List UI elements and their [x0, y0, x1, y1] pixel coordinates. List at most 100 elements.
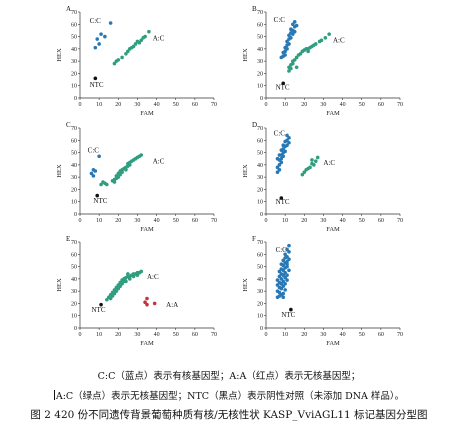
x-tick-label: 30 — [320, 332, 326, 338]
data-point-blue — [285, 43, 289, 47]
y-tick-label: 30 — [257, 59, 263, 65]
data-point-blue — [287, 37, 291, 41]
data-point-blue — [279, 148, 284, 152]
data-point-blue — [277, 274, 282, 279]
data-point-black — [289, 307, 293, 312]
data-point-green — [99, 182, 103, 187]
data-point-green — [287, 69, 291, 73]
data-point-green — [300, 172, 305, 177]
data-point-blue — [283, 275, 287, 280]
data-point-blue — [89, 171, 94, 176]
x-axis-label: FAM — [140, 340, 154, 347]
y-axis-label: HEX — [56, 48, 63, 62]
data-point-blue — [287, 268, 291, 273]
data-point-blue — [287, 257, 291, 262]
data-point-green — [139, 38, 144, 43]
x-tick-label: 0 — [79, 102, 82, 108]
data-point-blue — [285, 278, 289, 282]
x-tick-label: 40 — [154, 218, 160, 224]
data-point-green — [313, 159, 318, 163]
data-point-blue — [285, 262, 289, 266]
data-point-black — [99, 302, 103, 307]
data-point-blue — [281, 150, 286, 155]
data-point-blue — [291, 22, 295, 27]
data-point-green — [116, 286, 121, 291]
y-tick-label: 10 — [257, 200, 263, 206]
data-point-blue — [285, 39, 289, 44]
y-tick-label: 0 — [260, 212, 263, 218]
y-tick-label: 0 — [260, 326, 263, 332]
y-tick-label: 60 — [71, 22, 77, 28]
data-point-green — [114, 59, 119, 63]
x-tick-label: 40 — [154, 332, 160, 338]
y-tick-label: 10 — [71, 84, 77, 90]
data-point-green — [317, 39, 322, 44]
data-point-green — [120, 170, 124, 175]
data-point-green — [141, 36, 145, 40]
y-tick-label: 20 — [71, 301, 77, 307]
y-tick-label: 60 — [257, 22, 263, 28]
y-tick-label: 50 — [257, 265, 263, 271]
data-point-blue — [283, 256, 287, 260]
x-tick-label: 50 — [173, 102, 179, 108]
data-point-blue — [97, 42, 101, 46]
data-point-blue — [281, 143, 286, 147]
x-tick-label: 20 — [301, 102, 307, 108]
data-point-black — [93, 76, 98, 81]
x-axis-label: FAM — [326, 110, 340, 117]
data-point-green — [127, 47, 132, 51]
cluster-annotation: NTC — [90, 81, 104, 89]
data-point-blue — [287, 243, 291, 248]
data-point-green — [289, 66, 293, 71]
y-tick-label: 60 — [71, 138, 77, 144]
data-point-black — [279, 196, 284, 200]
y-tick-label: 20 — [71, 71, 77, 77]
y-tick-label: 10 — [257, 84, 263, 90]
x-tick-label: 30 — [320, 102, 326, 108]
data-point-blue — [285, 273, 289, 277]
y-tick-label: 60 — [71, 252, 77, 258]
y-axis-label: HEX — [56, 278, 63, 292]
data-point-green — [323, 36, 328, 40]
data-point-blue — [275, 156, 280, 161]
data-point-blue — [292, 20, 297, 24]
data-point-red — [143, 300, 147, 305]
text-cursor — [53, 390, 55, 400]
x-tick-label: 50 — [173, 218, 179, 224]
cluster-annotation: A:C — [323, 159, 335, 167]
data-point-green — [124, 51, 128, 56]
data-point-blue — [275, 165, 280, 170]
data-point-green — [302, 170, 307, 175]
cluster-annotation: NTC — [93, 197, 107, 205]
data-point-blue — [285, 133, 289, 138]
data-point-blue — [275, 170, 280, 175]
cluster-annotation: A:C — [153, 158, 165, 166]
data-point-blue — [281, 268, 286, 273]
cluster-annotation: A:A — [166, 301, 178, 309]
data-point-green — [118, 284, 122, 289]
data-point-green — [127, 277, 132, 281]
x-tick-label: 50 — [359, 102, 365, 108]
x-tick-label: 60 — [378, 218, 384, 224]
data-point-blue — [281, 258, 286, 263]
y-axis-label: HEX — [242, 278, 249, 292]
y-tick-label: 70 — [71, 240, 77, 246]
x-tick-label: 20 — [115, 332, 121, 338]
data-point-blue — [279, 281, 284, 286]
data-point-blue — [275, 295, 280, 300]
panel-label: A — [66, 5, 71, 13]
data-point-blue — [294, 23, 299, 28]
data-point-blue — [97, 154, 101, 159]
x-tick-label: 70 — [211, 102, 217, 108]
legend-line-2-text: A:C（绿点）表示无核基因型；NTC（黑点）表示阴性对照（未添加 DNA 样品）… — [55, 391, 405, 402]
data-point-green — [131, 274, 136, 279]
y-tick-label: 10 — [71, 200, 77, 206]
y-tick-label: 50 — [257, 35, 263, 41]
y-tick-label: 40 — [257, 47, 263, 53]
data-point-blue — [279, 160, 284, 165]
data-point-blue — [283, 139, 287, 144]
x-axis-label: FAM — [326, 340, 340, 347]
data-point-green — [105, 182, 109, 187]
y-tick-label: 70 — [71, 126, 77, 132]
data-point-blue — [287, 140, 291, 145]
